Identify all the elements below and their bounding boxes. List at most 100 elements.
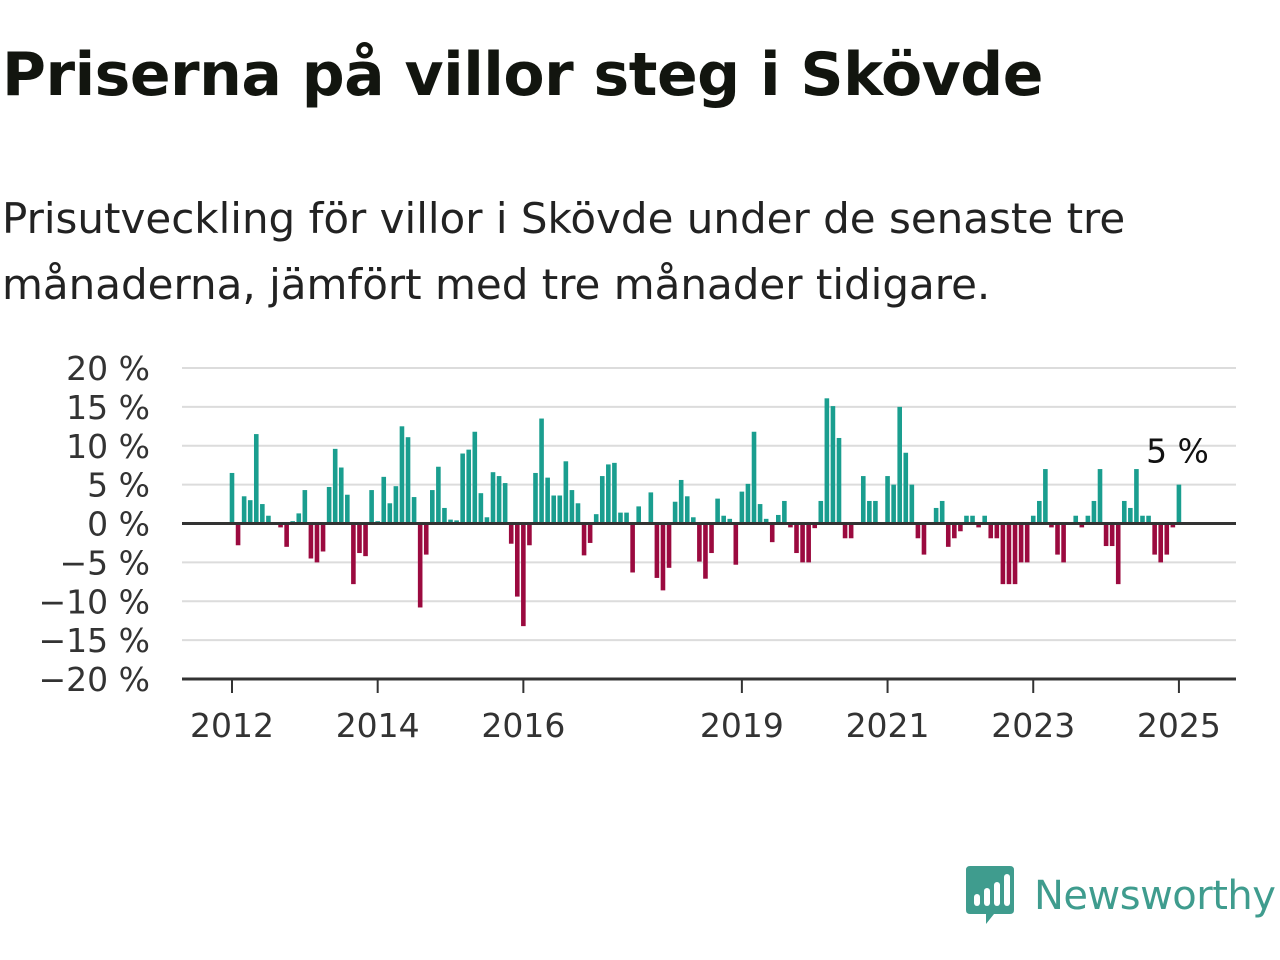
bar [952, 523, 957, 539]
bar [545, 477, 550, 524]
bar [976, 523, 981, 528]
bar [824, 398, 830, 524]
x-tick-label: 2016 [481, 706, 565, 745]
bar [599, 476, 605, 524]
x-tick-label: 2021 [846, 706, 930, 745]
bar [478, 493, 484, 524]
bar [994, 523, 1000, 539]
bar [1012, 523, 1018, 585]
bar [830, 406, 836, 524]
last-value-label: 5 % [1146, 432, 1209, 471]
bar [278, 523, 283, 528]
bar [612, 462, 617, 524]
bar [1103, 523, 1109, 547]
bar [296, 513, 302, 524]
bar [964, 515, 969, 524]
bar [630, 523, 635, 573]
bar [727, 518, 733, 524]
bar [624, 512, 629, 524]
bar [229, 472, 235, 524]
chart-title: Priserna på villor steg i Skövde [2, 40, 1043, 110]
x-tick-label: 2014 [336, 706, 420, 745]
bar [909, 484, 915, 524]
bar [678, 479, 684, 524]
bar [1134, 469, 1139, 524]
bar [539, 418, 544, 524]
bar [1115, 523, 1121, 585]
bar [332, 448, 338, 524]
bar [1128, 507, 1133, 524]
bar [241, 496, 247, 524]
bar [235, 523, 241, 546]
bar [636, 506, 641, 524]
bar [1024, 523, 1030, 563]
bar [848, 523, 854, 539]
bar [326, 486, 332, 524]
bar [648, 492, 654, 524]
bar [1109, 523, 1115, 547]
bar [666, 523, 672, 568]
y-tick-label: 0 % [87, 505, 150, 544]
bar [387, 503, 393, 524]
bar [818, 500, 824, 524]
bar [715, 498, 720, 524]
bar [1061, 523, 1066, 563]
newsworthy-logo: Newsworthy [964, 864, 1276, 928]
bar [496, 476, 502, 524]
bar [381, 476, 387, 524]
bar [903, 452, 909, 524]
bar [454, 520, 459, 524]
bar [423, 523, 429, 555]
y-axis-ticks: 20 %15 %10 %5 %0 %−5 %−10 %−15 %−20 % [39, 349, 151, 699]
bar [684, 496, 690, 524]
bar [1140, 515, 1145, 524]
bar [970, 515, 975, 524]
bar [1043, 469, 1048, 524]
y-tick-label: −15 % [39, 621, 151, 660]
bar [284, 523, 289, 547]
bar [460, 453, 465, 524]
bar [442, 507, 447, 524]
bar [897, 406, 902, 524]
bar [351, 523, 356, 585]
bar [308, 523, 314, 559]
bar [448, 519, 453, 524]
bar [411, 497, 417, 524]
bar [860, 476, 866, 524]
bar [769, 523, 775, 543]
bar [1006, 523, 1012, 585]
bar [1121, 500, 1127, 524]
bar [587, 523, 593, 543]
bar [508, 523, 514, 544]
bar [302, 490, 308, 524]
bar [527, 523, 532, 546]
y-tick-label: 20 % [66, 349, 150, 388]
y-tick-label: −10 % [39, 582, 151, 621]
bar [794, 523, 799, 554]
bar [1055, 523, 1060, 555]
bar [314, 523, 320, 563]
bars [229, 398, 1182, 627]
bar [709, 523, 714, 554]
bar [915, 523, 921, 539]
bar [945, 523, 951, 547]
bar [1018, 523, 1024, 563]
bar [405, 437, 411, 524]
bar [369, 490, 374, 524]
bar [1097, 469, 1103, 524]
bar [1176, 484, 1182, 524]
bar [654, 523, 660, 578]
x-tick-label: 2019 [700, 706, 784, 745]
bar [581, 523, 587, 556]
bar [672, 501, 678, 524]
bar [345, 494, 350, 524]
bar [806, 523, 811, 563]
bar [836, 437, 842, 524]
bar [533, 472, 538, 524]
x-tick-label: 2012 [190, 706, 274, 745]
bar [958, 523, 963, 532]
bar [606, 464, 611, 524]
x-tick-label: 2023 [991, 706, 1075, 745]
bar [514, 523, 520, 597]
